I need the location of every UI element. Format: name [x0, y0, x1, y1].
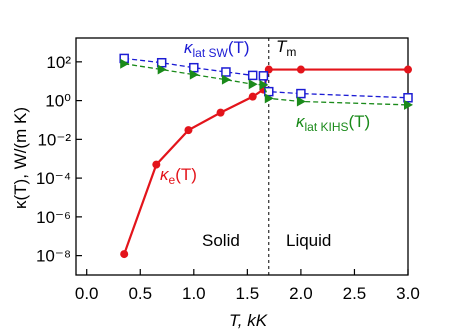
annotation-symbol: κ [160, 165, 170, 184]
marker [157, 64, 167, 75]
annotation: κlat SW(T) [184, 38, 250, 60]
marker [156, 57, 167, 68]
marker [404, 65, 412, 74]
x-tick-label: 1.5 [236, 284, 260, 303]
marker [264, 93, 274, 104]
y-tick-label: 10⁻⁶ [36, 208, 71, 227]
annotation: Liquid [286, 231, 331, 250]
x-tick-label: 2.0 [289, 284, 313, 303]
annotation: Solid [202, 231, 240, 250]
x-tick-label: 2.5 [343, 284, 367, 303]
annotation-symbol: Solid [202, 231, 240, 250]
marker [247, 70, 258, 81]
annotation-symbol: Liquid [286, 231, 331, 250]
y-tick-label: 10⁻⁴ [36, 169, 71, 188]
plot-frame [75, 37, 409, 276]
marker [258, 71, 269, 81]
marker [120, 58, 130, 69]
marker [248, 92, 257, 101]
marker [216, 108, 225, 117]
y-tick-label: 10⁻⁸ [36, 247, 71, 266]
x-tick-label: 0.5 [128, 284, 152, 303]
marker [404, 99, 413, 110]
x-tick-label: 3.0 [396, 284, 420, 303]
marker [184, 126, 193, 135]
annotation-argument: (T) [175, 165, 197, 184]
marker [403, 93, 413, 103]
annotation-subscript: m [286, 45, 296, 59]
y-tick-label: 10⁰ [45, 92, 71, 111]
marker [296, 96, 306, 107]
y-axis-label: κ(T), W/(m K) [11, 107, 30, 209]
annotation-subscript: lat SW [193, 46, 229, 60]
marker [248, 79, 258, 90]
marker [296, 88, 306, 99]
marker [189, 62, 199, 73]
marker [259, 79, 269, 90]
annotation-subscript: e [169, 173, 176, 187]
y-tick-label: 10⁻² [37, 130, 71, 149]
x-tick-label: 1.0 [182, 284, 206, 303]
x-axis-label: T, kK [229, 311, 268, 330]
annotation-subscript: lat KIHS [305, 120, 349, 134]
x-tick-label: 0.0 [75, 284, 99, 303]
marker [221, 74, 231, 85]
y-tick-label: 10² [46, 53, 71, 72]
annotation-symbol: κ [184, 38, 194, 57]
annotation-argument: (T) [228, 38, 250, 57]
annotation-symbol: T [276, 37, 288, 56]
marker [296, 65, 305, 74]
marker [189, 69, 199, 80]
annotation-symbol: κ [296, 112, 306, 131]
annotation: Tm [276, 37, 296, 59]
annotation: κe(T) [160, 165, 197, 187]
marker [221, 67, 231, 77]
marker [120, 250, 129, 259]
marker [152, 160, 161, 169]
annotation-argument: (T) [349, 112, 371, 131]
annotation: κlat KIHS(T) [296, 112, 370, 134]
